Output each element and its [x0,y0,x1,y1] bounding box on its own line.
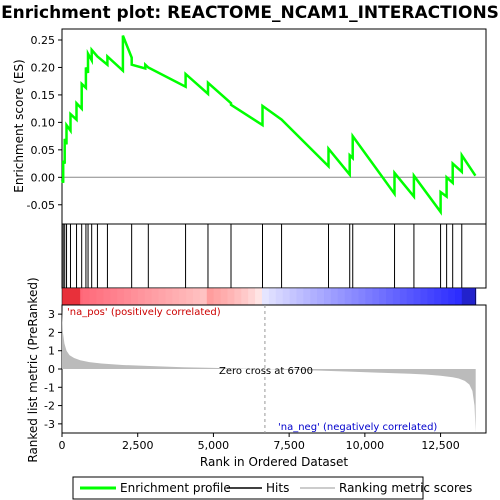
band-bin [117,288,125,305]
band-bin [399,288,408,305]
es-tick-label: 0.10 [31,116,56,129]
hits-markers [62,224,463,288]
band-bin [144,288,153,305]
x-axis: 0 2,500 5,000 7,500 10,000 12,500 [59,433,460,452]
band-bin [413,288,422,305]
x-tick-label: 0 [59,439,66,452]
band-bin [220,288,228,305]
es-profile-line [60,35,477,216]
metric-tick-label: -3 [44,418,55,431]
es-axis: -0.05 0.00 0.05 0.10 0.15 0.20 0.25 [27,34,62,212]
x-tick-label: 5,000 [198,439,230,452]
band-bin [455,288,463,305]
band-bin [193,288,201,305]
band-bin [303,288,311,305]
x-tick-label: 2,500 [122,439,154,452]
metric-tick-label: 0 [48,363,55,376]
band-bin [406,288,415,305]
band-bin [372,288,380,305]
band-bin [89,288,97,305]
metric-tick-label: 2 [48,326,55,339]
band-bin [289,288,297,305]
band-bin [365,288,373,305]
es-tick-label: -0.05 [27,199,55,212]
band-bin [248,288,256,305]
band-bin [172,288,180,305]
pos-correlated-label: 'na_pos' (positively correlated) [67,307,221,318]
chart-title: Enrichment plot: REACTOME_NCAM1_INTERACT… [1,3,499,23]
band-bin-strong-neg [461,288,476,305]
band-bin [165,288,173,305]
band-bin [282,288,291,305]
neg-correlated-label: 'na_neg' (negatively correlated) [278,422,437,433]
band-bin [158,288,166,305]
legend-hits-label: Hits [266,481,289,495]
band-bin [199,288,208,305]
band-bin [213,288,222,305]
band-bin [82,288,91,305]
band-bin [124,288,132,305]
band-bin [386,288,394,305]
metric-tick-label: -2 [44,400,55,413]
band-bin [261,288,270,305]
x-tick-label: 12,500 [421,439,460,452]
band-bin [296,288,304,305]
legend-metric-label: Ranking metric scores [339,481,472,495]
band-bin [234,288,242,305]
hits-panel-frame [61,223,487,289]
band-bin [317,288,325,305]
band-bin [330,288,339,305]
band-bin [268,288,277,305]
ranking-color-band [61,287,477,306]
es-tick-label: 0.25 [31,34,56,47]
metric-area-fill [62,310,476,433]
es-profile-series [60,35,477,216]
es-panel-frame [61,28,487,225]
band-bin [130,288,139,305]
band-bin [344,288,353,305]
band-bin [441,288,449,305]
es-tick-label: 0.05 [31,144,56,157]
band-bin [137,288,146,305]
band-bin-strong-pos [62,288,81,305]
band-bin [434,288,442,305]
band-bin [310,288,318,305]
x-axis-label: Rank in Ordered Dataset [200,455,348,469]
band-bin [420,288,428,305]
es-axis-label: Enrichment score (ES) [12,59,26,192]
band-bin [275,288,284,305]
metric-tick-label: 3 [48,308,55,321]
band-bin [179,288,187,305]
band-bin [324,288,332,305]
es-tick-label: 0.00 [31,171,56,184]
band-bin [358,288,366,305]
band-bin [241,288,249,305]
band-bin [337,288,346,305]
band-bin [151,288,160,305]
es-tick-label: 0.20 [31,61,56,74]
zero-cross-label: Zero cross at 6700 [219,366,313,377]
band-bin [448,288,456,305]
band-bin [110,288,118,305]
band-bin [186,288,194,305]
band-bin [351,288,359,305]
band-bin [392,288,401,305]
metric-area [62,305,476,433]
x-tick-label: 10,000 [346,439,385,452]
metric-tick-label: -1 [44,381,55,394]
metric-axis-label: Ranked list metric (PreRanked) [26,277,40,462]
band-bin [255,288,263,305]
band-bin [227,288,235,305]
metric-tick-label: 1 [48,345,55,358]
band-bin [427,288,435,305]
band-bin [379,288,387,305]
x-tick-label: 7,500 [273,439,305,452]
band-bin [206,288,215,305]
metric-axis: -3 -2 -1 0 1 2 3 [44,308,62,431]
band-bin [103,288,111,305]
es-tick-label: 0.15 [31,89,56,102]
band-bin [96,288,104,305]
legend-enrichment-label: Enrichment profile [120,481,231,495]
